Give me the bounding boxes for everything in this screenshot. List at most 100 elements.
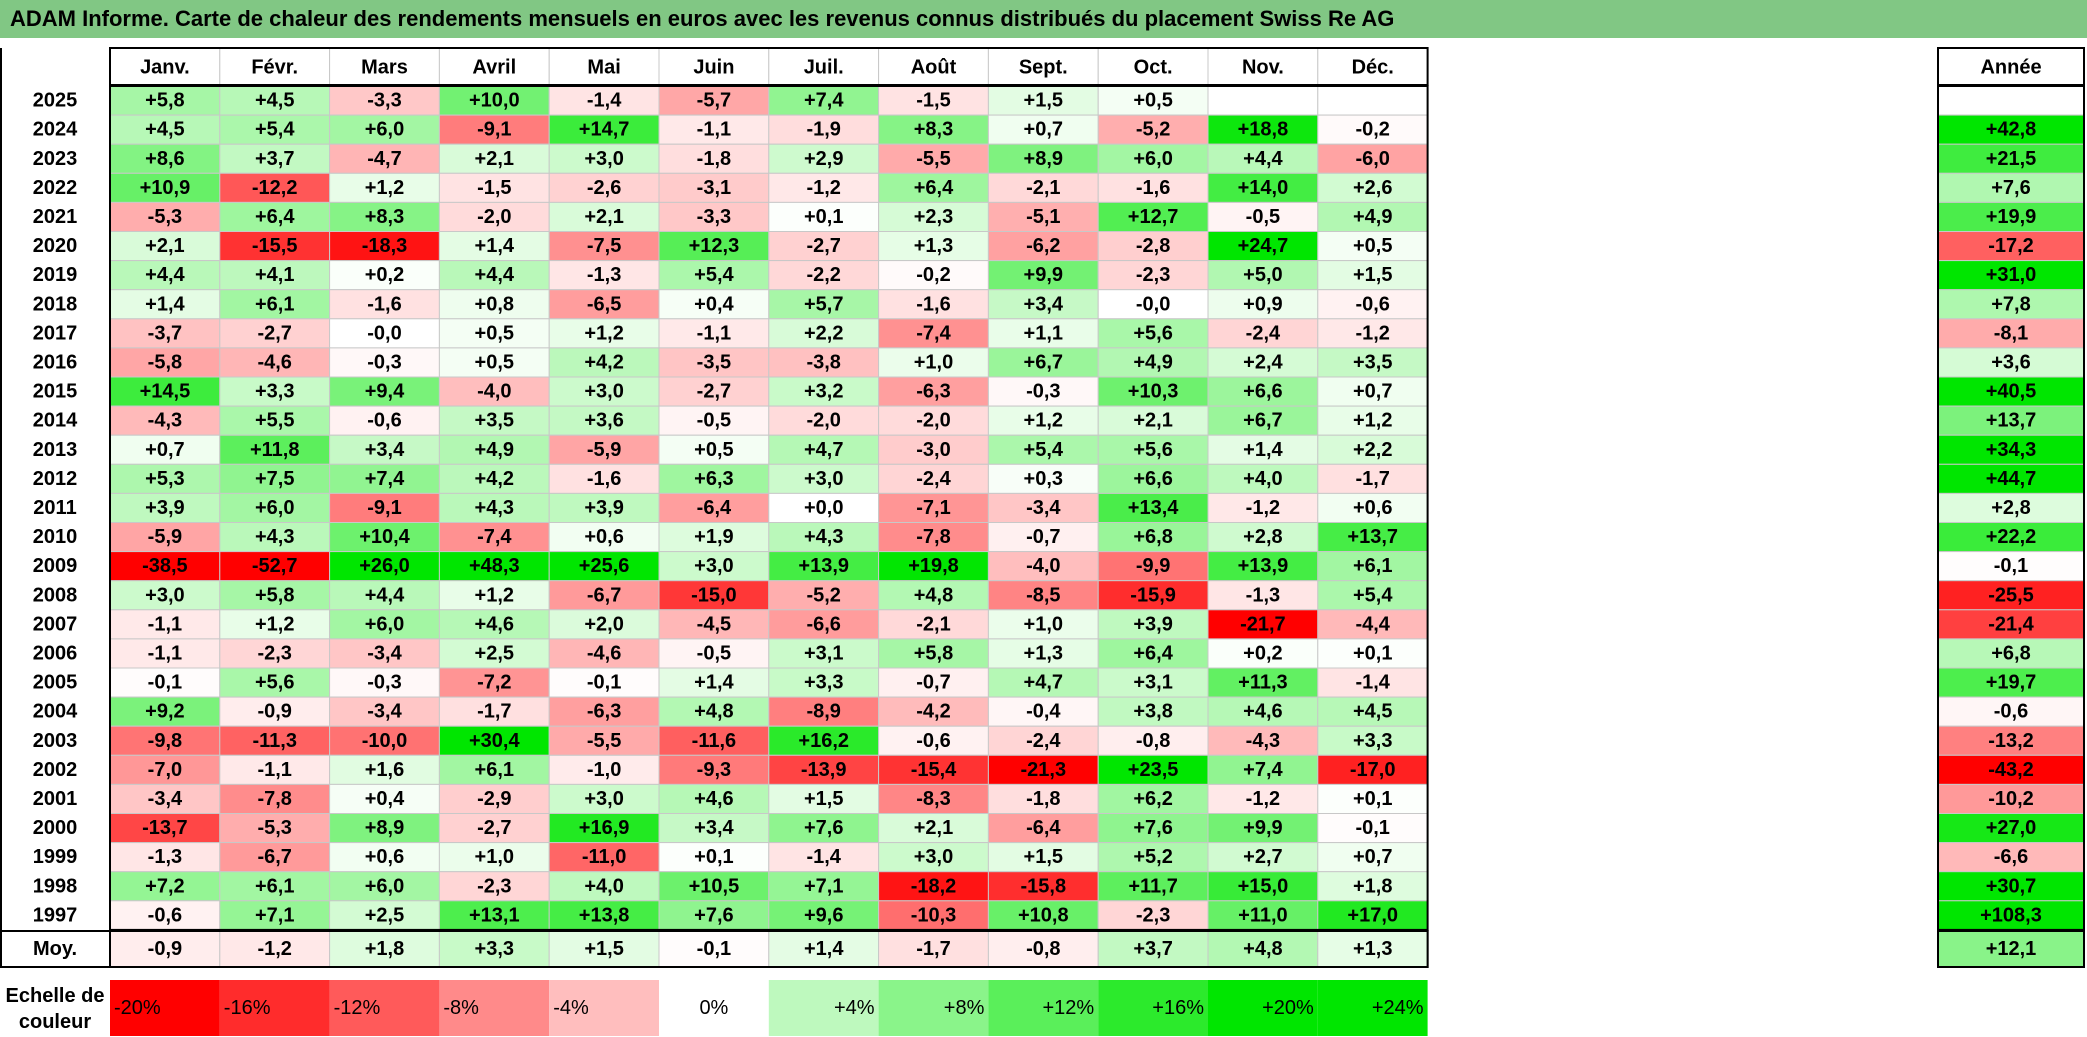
average-annual-cell xyxy=(1937,930,2085,968)
heat-cell-value: +7,4 xyxy=(365,468,405,490)
heat-cell-value: -3,4 xyxy=(1026,497,1061,519)
heat-cell xyxy=(768,725,880,756)
heat-cell xyxy=(548,85,660,116)
heat-cell xyxy=(219,201,331,232)
heat-cell xyxy=(878,143,989,174)
heat-cell-value: -3,1 xyxy=(697,177,731,199)
heat-cell-value: +9,6 xyxy=(804,904,843,926)
scale-swatch-label: +20% xyxy=(1262,997,1314,1019)
year-label: 2021 xyxy=(33,206,78,228)
heat-cell xyxy=(1097,85,1209,116)
scale-swatch-label: 0% xyxy=(699,997,728,1019)
heat-cell xyxy=(109,754,221,785)
annual-cell-value: -0,1 xyxy=(1994,555,2028,577)
heat-cell-value: +0,6 xyxy=(1353,497,1392,519)
heat-cell xyxy=(548,289,660,320)
heat-cell-value: +16,2 xyxy=(798,730,849,752)
heat-cell-value: -1,5 xyxy=(477,177,511,199)
average-annual-value: +12,1 xyxy=(1986,938,2037,960)
month-header-label: Déc. xyxy=(1352,57,1394,79)
scale-swatch-label: +24% xyxy=(1372,997,1424,1019)
heat-cell xyxy=(658,318,770,349)
annual-cell-value: -8,1 xyxy=(1994,322,2028,344)
heat-cell-value: -12,2 xyxy=(252,177,298,199)
annual-cell-value: +27,0 xyxy=(1986,817,2037,839)
annual-cell-value: -6,6 xyxy=(1994,846,2028,868)
heat-cell-value: +2,1 xyxy=(584,206,623,228)
heat-cell xyxy=(219,842,331,873)
heat-cell-value: +0,5 xyxy=(694,439,733,461)
month-header-label: Nov. xyxy=(1242,57,1284,79)
heat-cell-value: +1,2 xyxy=(584,322,623,344)
heat-cell-value: +15,0 xyxy=(1238,875,1289,897)
heat-cell-value: +14,5 xyxy=(140,381,191,403)
annual-cell xyxy=(1937,231,2085,262)
heat-cell-value: -8,9 xyxy=(806,701,840,723)
heat-cell xyxy=(548,347,660,378)
heat-cell-value: -0,2 xyxy=(916,264,950,286)
heat-cell xyxy=(1317,405,1429,436)
heat-cell-value: -6,4 xyxy=(1026,817,1061,839)
heat-cell xyxy=(878,609,989,640)
heat-cell-value: +0,8 xyxy=(475,293,514,315)
heat-cell xyxy=(109,522,221,553)
heat-cell-value: +4,0 xyxy=(584,875,623,897)
heat-cell xyxy=(548,114,660,145)
heat-cell-value: +17,0 xyxy=(1347,904,1398,926)
heat-cell-value: +3,0 xyxy=(584,381,623,403)
scale-swatch-label: +4% xyxy=(834,997,875,1019)
heat-cell-value: -11,6 xyxy=(692,730,736,752)
data-grid-border xyxy=(109,85,1429,931)
heat-cell-value: -15,5 xyxy=(252,235,298,257)
average-cell-value: +3,7 xyxy=(1133,938,1172,960)
heat-cell-value: +4,2 xyxy=(475,468,514,490)
heat-cell-value: +3,4 xyxy=(1024,293,1064,315)
heat-cell xyxy=(987,260,1099,291)
heat-cell-value: +0,5 xyxy=(475,322,514,344)
heat-cell-value: -6,0 xyxy=(1355,148,1389,170)
heat-cell xyxy=(768,114,880,145)
heat-cell-value: +0,0 xyxy=(804,497,843,519)
heat-cell-value: -4,3 xyxy=(148,410,182,432)
heat-cell-value: +1,5 xyxy=(1024,846,1063,868)
heat-cell xyxy=(1207,318,1319,349)
heat-cell-value: +4,1 xyxy=(255,264,294,286)
heat-cell-value: +3,4 xyxy=(694,817,734,839)
year-label: 2001 xyxy=(33,788,78,810)
annual-header-label: Année xyxy=(1980,57,2041,79)
heat-cell-value: -4,2 xyxy=(916,701,950,723)
heat-cell xyxy=(987,900,1099,931)
heat-cell-value: +4,4 xyxy=(475,264,515,286)
heat-cell xyxy=(1207,289,1319,320)
heat-cell xyxy=(329,609,440,640)
annual-cell-value: +21,5 xyxy=(1986,148,2037,170)
heat-cell-value: -1,3 xyxy=(148,846,182,868)
heat-cell-value: +5,7 xyxy=(804,293,843,315)
heat-cell-value: -5,1 xyxy=(1026,206,1060,228)
heat-cell-value: +3,0 xyxy=(584,148,623,170)
heat-cell-value: +0,7 xyxy=(145,439,184,461)
heat-cell-value: +1,5 xyxy=(804,788,843,810)
heat-cell-value: -5,2 xyxy=(1136,119,1170,141)
average-cell-value: -0,8 xyxy=(1026,938,1060,960)
heat-cell xyxy=(219,143,331,174)
heat-cell-value: -1,0 xyxy=(587,759,621,781)
heat-cell xyxy=(1207,260,1319,291)
heat-cell-value: -15,0 xyxy=(691,584,737,606)
heat-cell xyxy=(1207,580,1319,611)
heat-cell-value: -0,5 xyxy=(697,410,731,432)
heat-cell-value: +3,3 xyxy=(1353,730,1392,752)
heat-cell xyxy=(878,172,989,203)
annual-cell-value: +31,0 xyxy=(1986,264,2037,286)
heat-cell-value: +0,2 xyxy=(365,264,404,286)
heat-cell-value: +8,3 xyxy=(914,119,953,141)
heat-cell xyxy=(1317,725,1429,756)
heat-cell xyxy=(1207,725,1319,756)
heat-cell xyxy=(329,725,440,756)
heat-cell-value: +14,7 xyxy=(579,119,630,141)
heat-cell xyxy=(658,143,770,174)
heat-cell-value: +48,3 xyxy=(469,555,520,577)
heat-cell-value: -1,1 xyxy=(148,642,182,664)
heat-cell-value: +3,3 xyxy=(255,381,294,403)
heat-cell xyxy=(1097,813,1209,844)
